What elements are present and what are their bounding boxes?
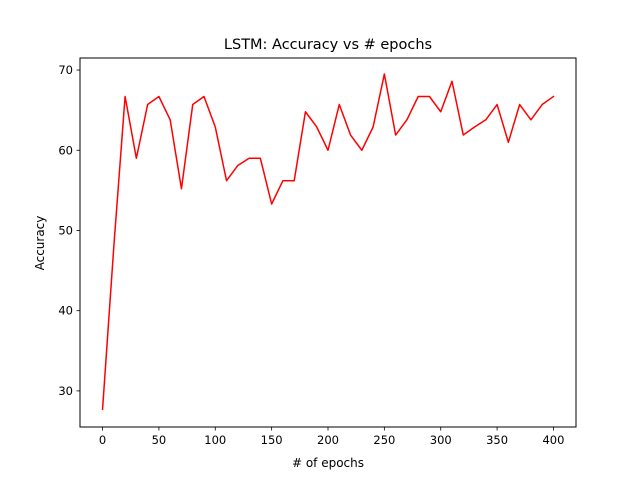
- x-tick-label: 100: [204, 433, 226, 447]
- y-tick-label: 60: [58, 143, 73, 157]
- plot-layer: [101, 73, 555, 411]
- x-tick-label: 150: [261, 433, 283, 447]
- y-tick-label: 40: [58, 304, 73, 318]
- y-tick-label: 30: [58, 384, 73, 398]
- x-axis-label: # of epochs: [292, 456, 364, 470]
- y-axis-label: Accuracy: [33, 216, 47, 271]
- x-tick-label: 200: [317, 433, 339, 447]
- x-tick-label: 300: [430, 433, 452, 447]
- x-tick-label: 250: [373, 433, 395, 447]
- x-axis-ticks: 0 50 100 150 200 250 300 350 400: [99, 427, 564, 447]
- x-tick-label: 0: [99, 433, 106, 447]
- plot-frame: [79, 57, 577, 428]
- x-tick-label: 350: [486, 433, 508, 447]
- chart-title: LSTM: Accuracy vs # epochs: [224, 37, 432, 53]
- y-tick-label: 50: [58, 223, 73, 237]
- x-tick-label: 400: [542, 433, 564, 447]
- y-axis-ticks: 30 40 50 60 70: [58, 63, 80, 398]
- y-tick-label: 70: [58, 63, 73, 77]
- series-line-1: [101, 73, 555, 411]
- x-tick-label: 50: [152, 433, 167, 447]
